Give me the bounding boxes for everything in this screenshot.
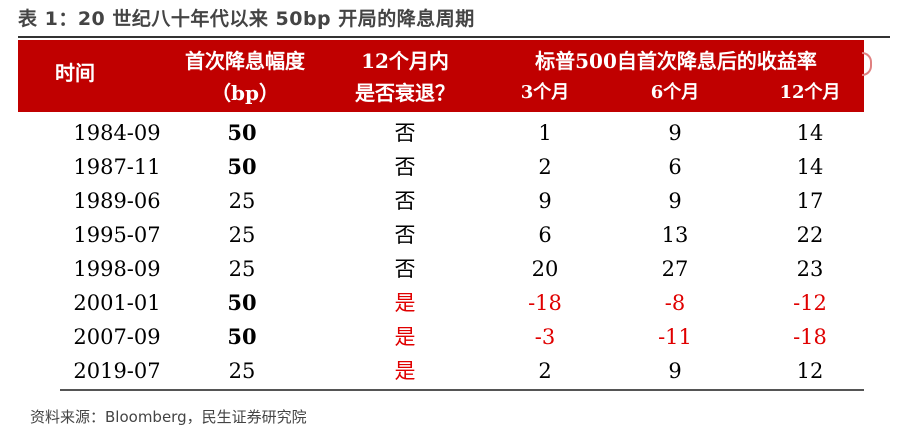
cell-6m: 13 [661, 223, 689, 247]
header-recession-line1: 12个月内 [361, 49, 449, 73]
data-table: 1984-09 50 否 1 9 14 1987-11 50 否 2 6 14 … [60, 116, 864, 388]
cell-date: 2019-07 [73, 359, 161, 383]
cell-cut: 50 [227, 324, 257, 349]
cell-cut: 50 [227, 290, 257, 315]
cell-6m: 27 [661, 257, 689, 281]
cell-12m: 22 [796, 223, 824, 247]
cell-date: 2007-09 [73, 325, 161, 349]
cell-date: 2001-01 [73, 291, 161, 315]
cell-3m: 2 [538, 155, 552, 179]
table-row: 1987-11 50 否 2 6 14 [60, 150, 864, 184]
cell-12m: -12 [793, 291, 827, 315]
cell-12m: 17 [796, 189, 824, 213]
cell-3m: 1 [538, 121, 552, 145]
header-first-cut-unit: （bp） [211, 81, 279, 105]
header-left-band [18, 40, 60, 112]
header-3m: 3个月 [520, 82, 570, 103]
table-row: 2019-07 25 是 2 9 12 [60, 354, 864, 388]
cell-date: 1995-07 [73, 223, 161, 247]
cell-recession: 否 [394, 121, 416, 145]
table-row: 1995-07 25 否 6 13 22 [60, 218, 864, 252]
cell-3m: -18 [528, 291, 562, 315]
cell-12m: 14 [796, 155, 824, 179]
cell-12m: -18 [793, 325, 827, 349]
table-row: 1989-06 25 否 9 9 17 [60, 184, 864, 218]
cell-cut: 25 [228, 257, 256, 281]
table-bottom-rule [60, 389, 864, 391]
cell-6m: 9 [668, 359, 682, 383]
table-header: 时间 首次降息幅度 （bp） 12个月内 是否衰退？ 标普500自首次降息后的收… [55, 40, 864, 112]
cell-cut: 50 [227, 154, 257, 179]
cell-date: 1998-09 [73, 257, 161, 281]
header-12m: 12个月 [779, 82, 841, 103]
cell-recession: 否 [394, 189, 416, 213]
cell-12m: 12 [796, 359, 824, 383]
cell-recession: 是 [394, 325, 416, 349]
header-time: 时间 [55, 61, 95, 85]
header-6m: 6个月 [650, 82, 700, 103]
cell-3m: 20 [531, 257, 559, 281]
cell-3m: 2 [538, 359, 552, 383]
cell-cut: 25 [228, 189, 256, 213]
cell-recession: 是 [394, 291, 416, 315]
cell-date: 1984-09 [73, 121, 161, 145]
header-first-cut: 首次降息幅度 [185, 49, 305, 73]
cell-recession: 是 [394, 359, 416, 383]
cell-cut: 50 [227, 120, 257, 145]
cell-date: 1987-11 [73, 155, 161, 179]
title-divider [18, 36, 890, 38]
clipped-paren-icon [862, 52, 872, 76]
cell-date: 1989-06 [73, 189, 161, 213]
cell-recession: 否 [394, 257, 416, 281]
cell-6m: 6 [668, 155, 682, 179]
table-row: 1984-09 50 否 1 9 14 [60, 116, 864, 150]
cell-recession: 否 [394, 223, 416, 247]
header-sp500-group: 标普500自首次降息后的收益率 [535, 49, 817, 73]
cell-cut: 25 [228, 359, 256, 383]
cell-12m: 14 [796, 121, 824, 145]
cell-3m: 9 [538, 189, 552, 213]
cell-12m: 23 [796, 257, 824, 281]
source-note: 资料来源：Bloomberg，民生证券研究院 [30, 408, 307, 426]
table-row: 2001-01 50 是 -18 -8 -12 [60, 286, 864, 320]
table-row: 2007-09 50 是 -3 -11 -18 [60, 320, 864, 354]
header-recession-line2: 是否衰退？ [355, 81, 455, 105]
cell-6m: 9 [668, 189, 682, 213]
cell-6m: -11 [658, 325, 692, 349]
cell-3m: 6 [538, 223, 552, 247]
cell-recession: 否 [394, 155, 416, 179]
cell-cut: 25 [228, 223, 256, 247]
table-row: 1998-09 25 否 20 27 23 [60, 252, 864, 286]
cell-6m: 9 [668, 121, 682, 145]
cell-3m: -3 [534, 325, 556, 349]
cell-6m: -8 [664, 291, 686, 315]
table-title: 表 1：20 世纪八十年代以来 50bp 开局的降息周期 [18, 8, 475, 30]
